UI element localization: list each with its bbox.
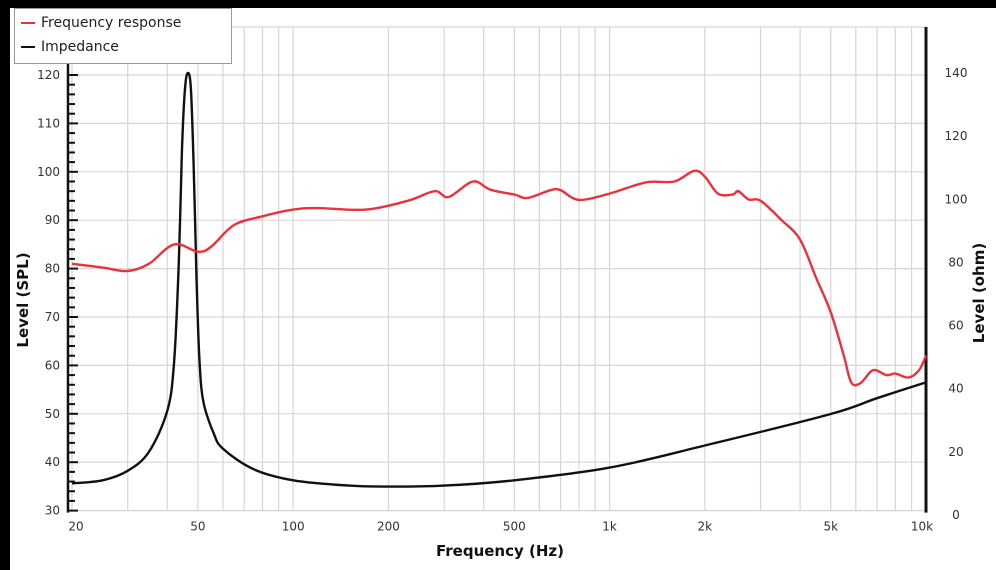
chart-canvas: 30 40 50 60 70 80 90 100 110 120 0 20 40 60 80 100 120 1… bbox=[10, 8, 996, 570]
right-y-tick-label: 100 bbox=[945, 192, 968, 206]
x-axis: 20 50 100 200 500 1k 2k 5k 10k bbox=[68, 520, 933, 534]
data-series bbox=[71, 71, 928, 488]
left-y-tick-label: 100 bbox=[37, 165, 60, 179]
black-line-swatch-icon bbox=[21, 46, 35, 48]
right-y-tick-label: 80 bbox=[948, 255, 963, 269]
left-y-tick-label: 30 bbox=[45, 504, 60, 518]
frequency-response-line bbox=[71, 169, 928, 387]
left-y-tick-label: 110 bbox=[37, 116, 60, 130]
x-axis-title: Frequency (Hz) bbox=[436, 542, 564, 560]
red-line-swatch-icon bbox=[21, 22, 35, 24]
right-y-tick-label: 120 bbox=[945, 129, 968, 143]
right-y-tick-label: 140 bbox=[945, 66, 968, 80]
legend-label: Impedance bbox=[41, 39, 119, 55]
x-tick-label: 10k bbox=[911, 520, 933, 534]
legend-label: Frequency response bbox=[41, 15, 182, 31]
x-tick-label: 500 bbox=[503, 520, 526, 534]
impedance-line bbox=[71, 71, 927, 488]
left-y-tick-label: 40 bbox=[45, 455, 60, 469]
x-tick-label: 200 bbox=[377, 520, 400, 534]
right-y-tick-label: 40 bbox=[948, 382, 963, 396]
right-y-tick-label: 20 bbox=[948, 445, 963, 459]
left-y-tick-label: 90 bbox=[45, 213, 60, 227]
left-y-axis-title: Level (SPL) bbox=[14, 252, 32, 347]
right-y-axis: 0 20 40 60 80 100 120 140 bbox=[924, 27, 968, 522]
legend: Frequency response Impedance bbox=[14, 8, 232, 64]
left-y-tick-label: 50 bbox=[45, 407, 60, 421]
x-tick-label: 100 bbox=[282, 520, 305, 534]
left-y-tick-label: 80 bbox=[45, 262, 60, 276]
x-tick-label: 1k bbox=[602, 520, 617, 534]
x-tick-label: 2k bbox=[698, 520, 713, 534]
x-tick-label: 20 bbox=[68, 520, 83, 534]
x-tick-label: 5k bbox=[823, 520, 838, 534]
left-y-tick-label: 120 bbox=[37, 68, 60, 82]
x-tick-label: 50 bbox=[190, 520, 205, 534]
legend-item-impedance: Impedance bbox=[21, 37, 119, 57]
left-y-tick-label: 70 bbox=[45, 310, 60, 324]
right-y-tick-label: 60 bbox=[948, 319, 963, 333]
legend-item-frequency-response: Frequency response bbox=[21, 13, 181, 33]
right-y-axis-title: Level (ohm) bbox=[970, 243, 988, 343]
grid-lines bbox=[71, 26, 927, 512]
left-y-tick-label: 60 bbox=[45, 358, 60, 372]
chart-plot: 30 40 50 60 70 80 90 100 110 120 0 20 40 60 80 100 120 1… bbox=[14, 25, 988, 560]
left-y-axis: 30 40 50 60 70 80 90 100 110 120 bbox=[37, 25, 78, 518]
right-y-tick-label: 0 bbox=[952, 508, 960, 522]
